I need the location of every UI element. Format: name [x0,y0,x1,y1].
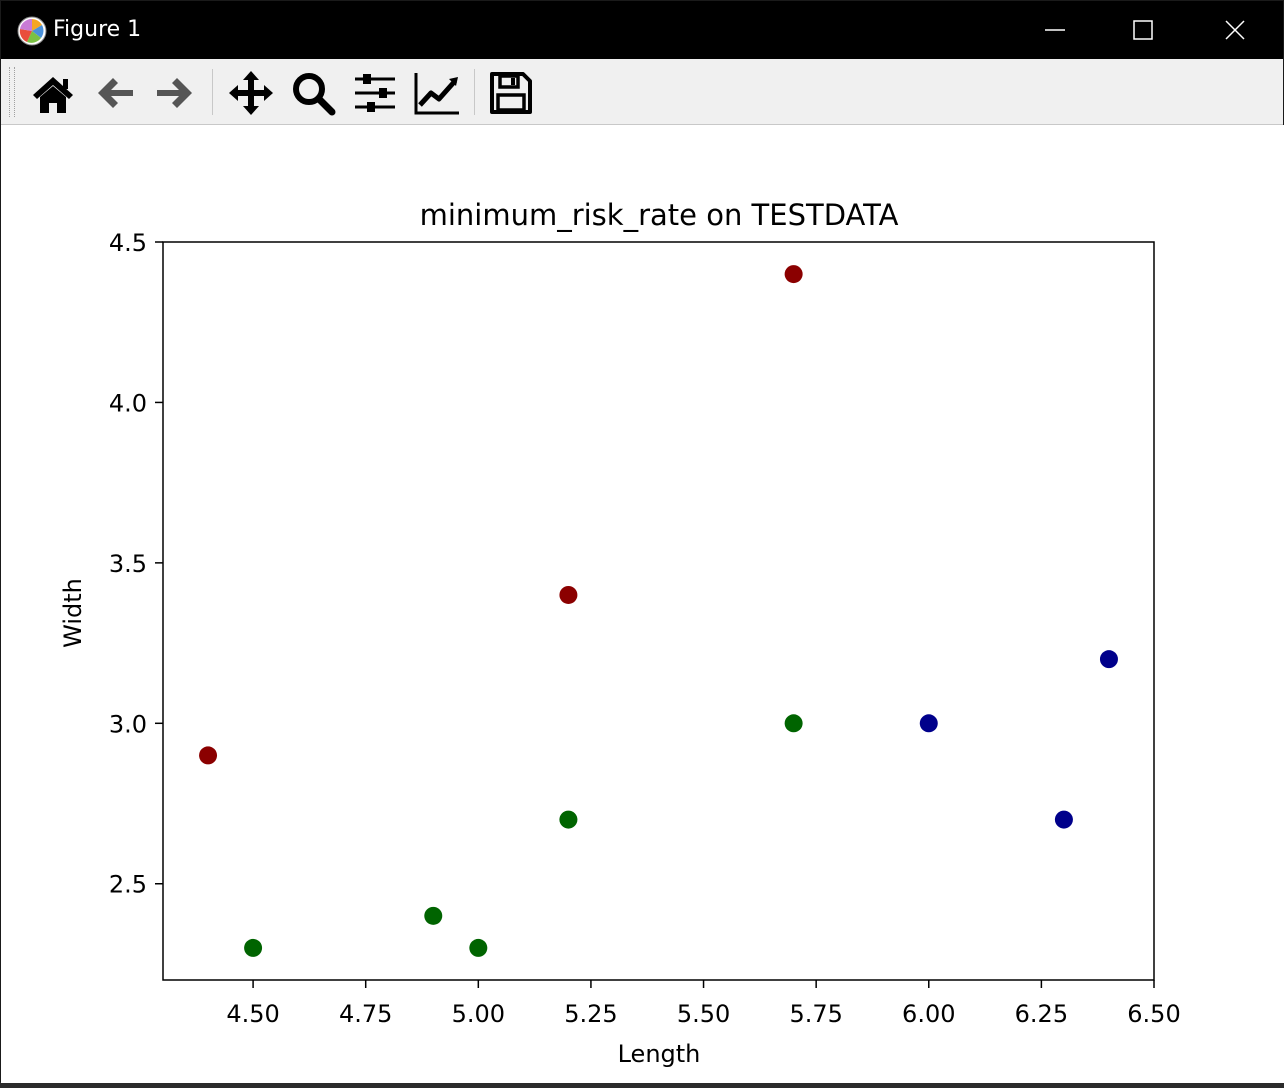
chart-title: minimum_risk_rate on TESTDATA [420,198,899,232]
data-point [469,938,488,957]
navigation-toolbar [1,59,1283,125]
configure-subplots-button[interactable] [351,69,399,117]
save-button[interactable] [487,69,535,117]
data-point [1054,810,1073,829]
configure-subplots-icon [355,74,395,112]
close-button[interactable] [1189,1,1281,59]
zoom-icon [293,73,336,116]
y-tick-label: 2.5 [109,871,147,899]
zoom-button[interactable] [289,69,337,117]
back-button[interactable] [91,69,139,117]
x-tick-label: 5.50 [677,1000,730,1028]
save-icon [490,72,532,114]
x-tick-label: 6.00 [902,1000,955,1028]
window-title: Figure 1 [53,17,142,42]
toolbar-separator [212,69,213,115]
data-point [424,906,443,925]
title-bar[interactable]: Figure 1 [1,1,1283,59]
x-tick-label: 5.75 [789,1000,842,1028]
axes-frame [162,241,1155,981]
maximize-button[interactable] [1097,1,1189,59]
x-tick-label: 6.25 [1015,1000,1068,1028]
forward-icon [157,78,192,108]
x-tick-label: 4.75 [339,1000,392,1028]
x-tick-label: 4.50 [226,1000,279,1028]
minimize-button[interactable] [1005,1,1097,59]
y-tick-label: 4.0 [109,389,147,417]
scatter-plot[interactable]: minimum_risk_rate on TESTDATA Length Wid… [1,125,1284,1083]
data-point [1099,650,1118,669]
x-axis-label: Length [618,1040,701,1068]
data-point [559,810,578,829]
edit-axis-button[interactable] [413,69,461,117]
forward-button[interactable] [151,69,199,117]
data-point [784,265,803,284]
edit-axis-icon [414,73,459,115]
toolbar-grip[interactable] [9,67,15,117]
data-point [559,585,578,604]
close-icon [1225,20,1245,40]
pan-button[interactable] [227,69,275,117]
home-button[interactable] [29,69,77,117]
y-tick-label: 4.5 [109,229,147,257]
data-point [919,714,938,733]
figure-canvas[interactable]: minimum_risk_rate on TESTDATA Length Wid… [1,125,1284,1083]
x-tick-label: 6.50 [1127,1000,1180,1028]
y-tick-label: 3.0 [109,710,147,738]
data-point [199,746,218,765]
toolbar-separator [474,69,475,115]
x-tick-label: 5.00 [452,1000,505,1028]
data-point [784,714,803,733]
y-axis-label: Width [59,578,87,648]
x-tick-label: 5.25 [564,1000,617,1028]
data-point [244,938,263,957]
minimize-icon [1045,29,1065,31]
back-icon [98,78,133,108]
pan-icon [229,71,273,115]
y-tick-label: 3.5 [109,550,147,578]
matplotlib-logo-icon [17,16,47,46]
maximize-icon [1133,20,1153,40]
home-icon [33,77,73,113]
